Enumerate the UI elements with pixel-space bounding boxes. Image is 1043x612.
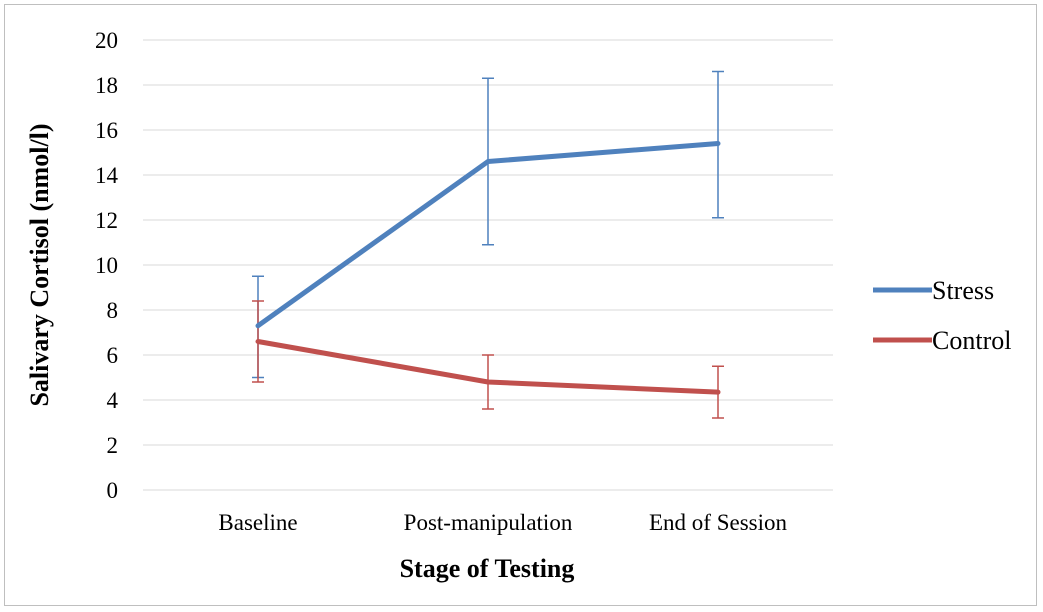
y-axis-title: Salivary Cortisol (nmol/l) — [25, 123, 54, 406]
x-tick-label: Post-manipulation — [404, 510, 573, 535]
legend-label-stress: Stress — [932, 276, 994, 305]
error-bars — [252, 70, 724, 419]
chart-frame — [4, 4, 1037, 606]
x-axis-title: Stage of Testing — [400, 554, 575, 583]
y-axis-ticks: 0 2 4 6 8 10 12 14 16 18 20 — [95, 28, 119, 503]
series-line-stress — [255, 141, 721, 329]
x-tick-label: Baseline — [218, 510, 297, 535]
y-tick-label: 14 — [95, 163, 119, 188]
legend: Stress Control — [873, 276, 1011, 355]
x-tick-label: End of Session — [649, 510, 788, 535]
y-tick-label: 20 — [95, 28, 118, 53]
y-tick-label: 6 — [107, 343, 119, 368]
y-tick-label: 16 — [95, 118, 118, 143]
y-tick-label: 12 — [95, 208, 118, 233]
x-axis-ticks: Baseline Post-manipulation End of Session — [218, 510, 787, 535]
y-tick-label: 10 — [95, 253, 118, 278]
series-line-control — [255, 339, 721, 395]
y-tick-label: 0 — [107, 478, 119, 503]
series-lines — [255, 141, 721, 395]
legend-label-control: Control — [932, 326, 1011, 355]
y-tick-label: 4 — [107, 388, 119, 413]
y-tick-label: 18 — [95, 73, 118, 98]
y-tick-label: 2 — [107, 433, 119, 458]
y-tick-label: 8 — [107, 298, 119, 323]
